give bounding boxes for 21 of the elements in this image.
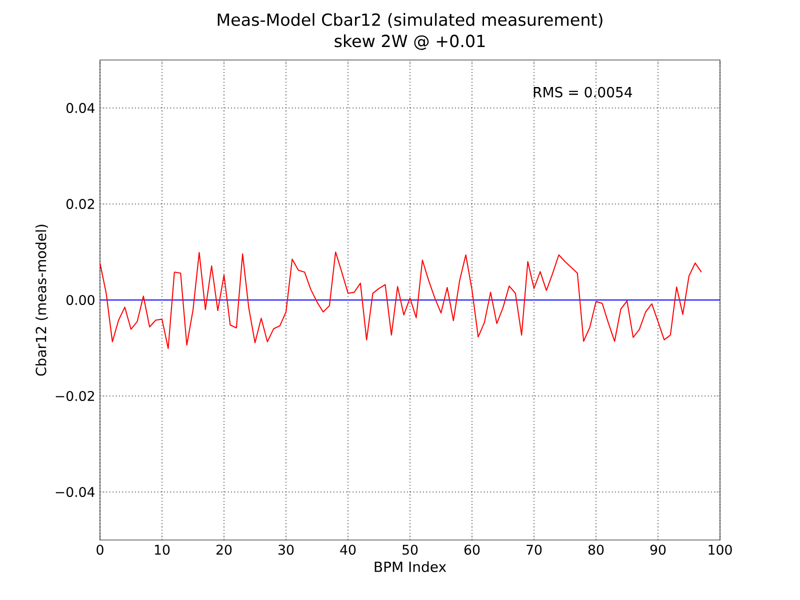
y-tick-label: 0.04 [66, 102, 95, 114]
y-tick-label: 0.00 [66, 294, 94, 306]
y-tick-label: −0.04 [56, 486, 95, 498]
x-tick-label: 70 [526, 544, 542, 555]
chart-title: Meas-Model Cbar12 (simulated measurement) [218, 13, 602, 28]
x-tick-label: 90 [650, 544, 666, 555]
x-axis-title: BPM Index [374, 561, 446, 572]
chart-subtitle: skew 2W @ +0.01 [334, 34, 485, 50]
x-tick-label: 50 [402, 544, 418, 555]
y-tick-label: 0.02 [66, 198, 94, 210]
x-tick-label: 100 [708, 544, 732, 555]
x-tick-label: 80 [588, 544, 604, 555]
x-tick-label: 60 [464, 544, 480, 555]
y-axis-title: Cbar12 (meas-model) [35, 224, 48, 376]
x-tick-label: 20 [216, 544, 232, 555]
x-tick-label: 40 [340, 544, 356, 555]
annotation: RMS = 0.0054 [534, 86, 632, 98]
y-tick-label: −0.02 [56, 390, 94, 402]
x-tick-label: 10 [154, 544, 170, 555]
x-tick-label: 0 [96, 544, 104, 555]
x-tick-label: 30 [278, 544, 294, 555]
